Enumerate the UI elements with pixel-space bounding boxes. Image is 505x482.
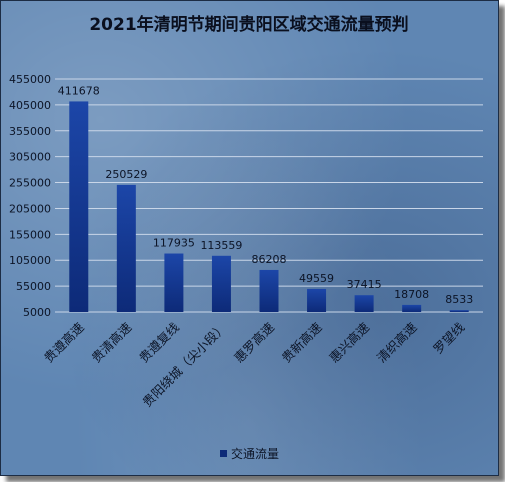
bar	[259, 269, 279, 312]
y-tick-label: 105000	[9, 254, 51, 267]
y-axis-ticks: 5000 55000 105000 155000 205000 255000 305000 3…	[9, 73, 51, 319]
data-label: 8533	[445, 293, 473, 306]
data-label: 117935	[153, 237, 195, 250]
bar	[116, 184, 136, 312]
legend: 交通流量	[1, 445, 498, 462]
x-tick-label: 贵遵高速	[41, 319, 87, 365]
bar	[307, 288, 327, 312]
y-tick-label: 355000	[9, 125, 51, 138]
y-tick-label: 255000	[9, 177, 51, 190]
data-label: 18708	[394, 288, 429, 301]
y-tick-label: 155000	[9, 228, 51, 241]
data-label: 49559	[299, 272, 334, 285]
chart-title: 2021年清明节期间贵阳区域交通流量预判	[89, 14, 408, 35]
x-tick-label: 贵新高速	[279, 319, 325, 365]
x-tick-label: 贵阳绕城（尖小段）	[139, 320, 229, 410]
x-tick-label: 清织高速	[374, 319, 420, 365]
x-tick-label: 惠罗高速	[231, 319, 277, 365]
x-tick-label: 贵遵复线	[136, 319, 182, 365]
legend-label: 交通流量	[230, 447, 279, 461]
x-tick-label: 惠兴高速	[326, 319, 372, 365]
bar	[449, 310, 469, 312]
bar	[354, 295, 374, 312]
bar-chart: 2021年清明节期间贵阳区域交通流量预判 5000 55000 105000 1550…	[9, 14, 483, 410]
bar	[211, 255, 231, 312]
data-label: 250529	[105, 168, 147, 181]
y-tick-label: 455000	[9, 73, 51, 86]
data-label: 411678	[58, 84, 100, 97]
bar	[402, 304, 422, 312]
legend-swatch	[219, 450, 227, 457]
chart-area: 2021年清明节期间贵阳区域交通流量预判 5000 55000 105000 1550…	[0, 0, 499, 476]
x-tick-label: 罗望线	[430, 319, 467, 356]
data-labels: 411678 250529 117935 113559 86208 49559 37415 1…	[58, 84, 473, 306]
y-tick-label: 55000	[16, 280, 51, 293]
y-tick-label: 205000	[9, 202, 51, 215]
data-label: 37415	[347, 278, 382, 291]
data-label: 113559	[200, 239, 242, 252]
y-tick-label: 405000	[9, 99, 51, 112]
data-label: 86208	[252, 253, 287, 266]
x-tick-label: 贵清高速	[88, 319, 134, 365]
bar	[164, 253, 184, 312]
y-tick-label: 305000	[9, 151, 51, 164]
y-tick-label: 5000	[23, 306, 51, 319]
bars	[69, 101, 469, 312]
bar	[69, 101, 89, 312]
